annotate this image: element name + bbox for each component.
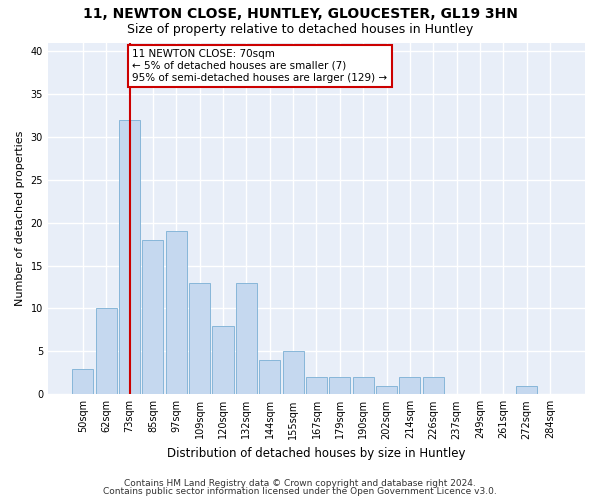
Bar (119, 120, 140, 394)
Text: 11, NEWTON CLOSE, HUNTLEY, GLOUCESTER, GL19 3HN: 11, NEWTON CLOSE, HUNTLEY, GLOUCESTER, G… (83, 8, 517, 22)
Text: Size of property relative to detached houses in Huntley: Size of property relative to detached ho… (127, 22, 473, 36)
Bar (236, 283, 257, 395)
X-axis label: Distribution of detached houses by size in Huntley: Distribution of detached houses by size … (167, 447, 466, 460)
Bar (329, 377, 350, 394)
Bar (516, 386, 537, 394)
Bar (73, 368, 94, 394)
Bar (95, 308, 117, 394)
Bar (376, 386, 397, 394)
Bar (142, 240, 163, 394)
Text: Contains public sector information licensed under the Open Government Licence v3: Contains public sector information licen… (103, 487, 497, 496)
Bar (166, 232, 187, 394)
Bar (212, 326, 233, 394)
Bar (259, 360, 280, 394)
Bar (283, 352, 304, 395)
Bar (306, 377, 327, 394)
Text: 11 NEWTON CLOSE: 70sqm
← 5% of detached houses are smaller (7)
95% of semi-detac: 11 NEWTON CLOSE: 70sqm ← 5% of detached … (133, 50, 388, 82)
Text: Contains HM Land Registry data © Crown copyright and database right 2024.: Contains HM Land Registry data © Crown c… (124, 478, 476, 488)
Y-axis label: Number of detached properties: Number of detached properties (15, 130, 25, 306)
Bar (189, 283, 210, 395)
Bar (353, 377, 374, 394)
Bar (423, 377, 444, 394)
Bar (400, 377, 421, 394)
